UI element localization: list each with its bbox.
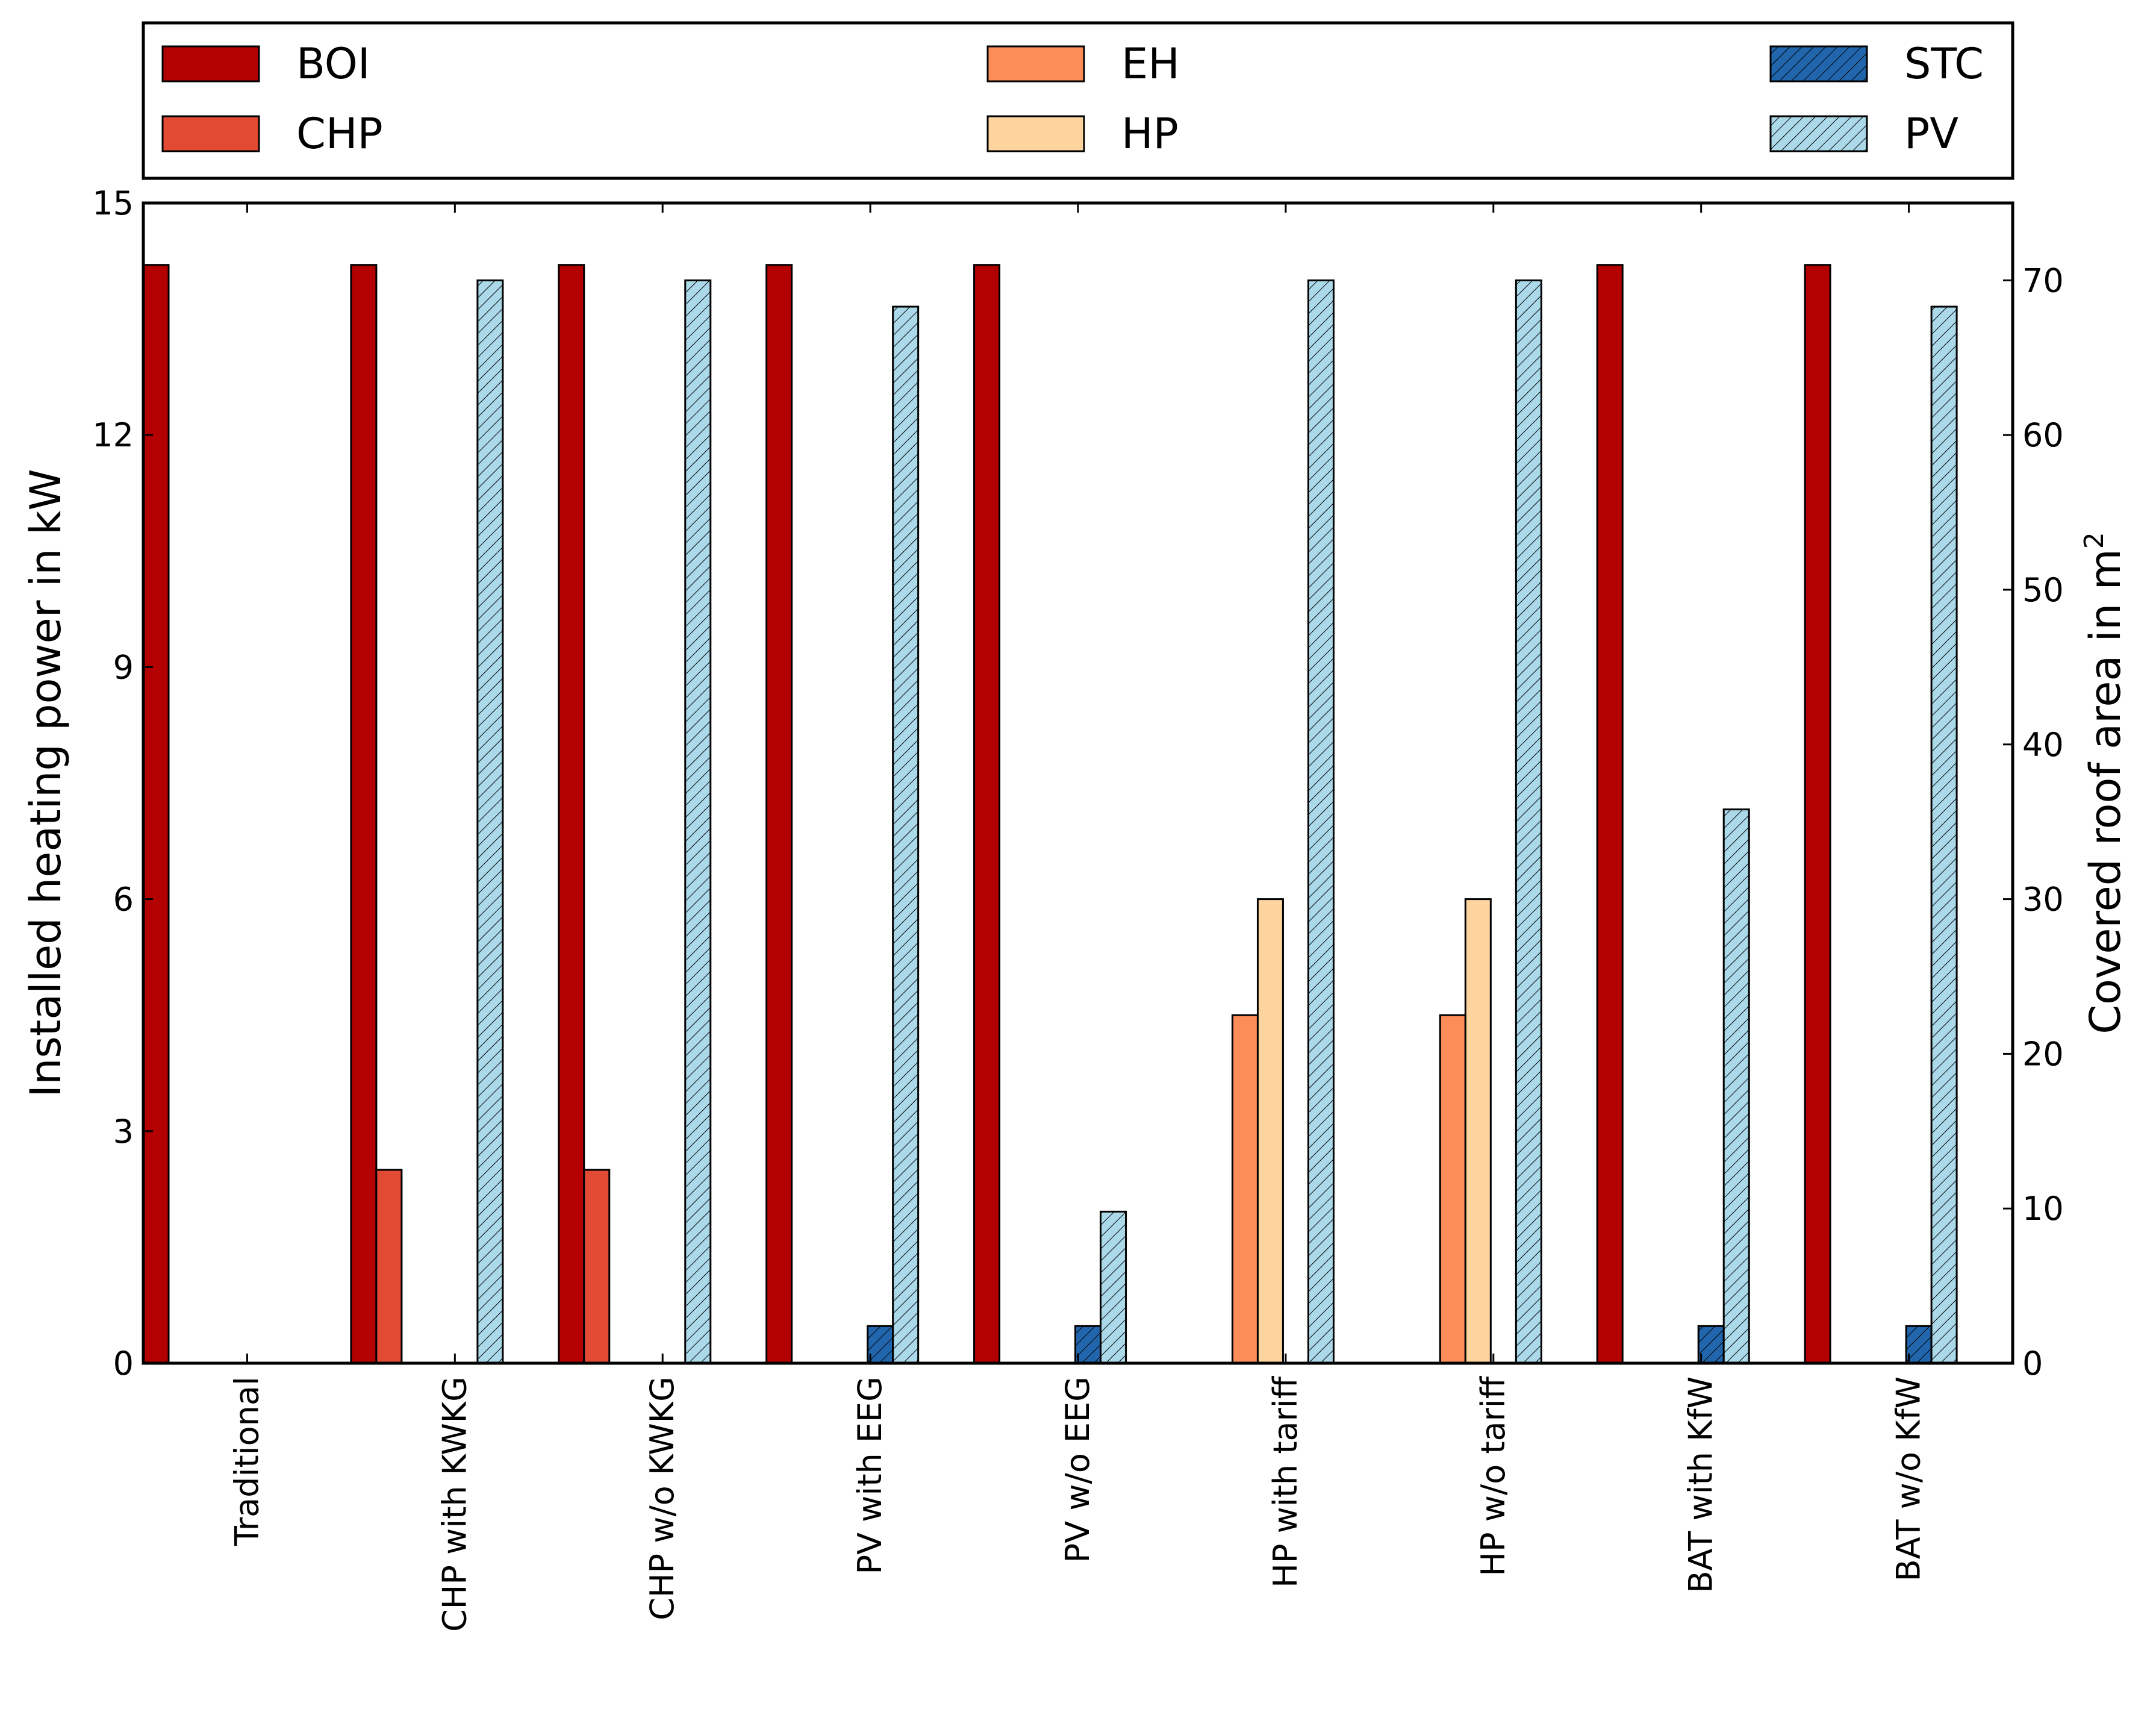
y-tick-label: 9 bbox=[113, 648, 134, 686]
y2-tick-label: 50 bbox=[2022, 571, 2064, 609]
x-category-label: HP w/o tariff bbox=[1474, 1375, 1512, 1576]
y2-tick-label: 70 bbox=[2022, 261, 2064, 299]
x-category-label: CHP with KWKG bbox=[435, 1376, 473, 1632]
legend-swatch-pv bbox=[1769, 115, 1868, 152]
bar-chp-chp-with-kwkg bbox=[375, 1169, 403, 1364]
bar-hp-hp-with-tariff bbox=[1256, 898, 1284, 1364]
legend-swatch-chp bbox=[161, 115, 260, 152]
bar-stc-pv-w-o-eeg bbox=[1074, 1325, 1102, 1364]
bar-boi-pv-with-eeg bbox=[765, 264, 793, 1364]
bar-pv-pv-w-o-eeg bbox=[1100, 1210, 1127, 1364]
bar-stc-pv-with-eeg bbox=[867, 1325, 894, 1364]
bar-stc-bat-with-kfw bbox=[1697, 1325, 1725, 1364]
bar-boi-bat-with-kfw bbox=[1596, 264, 1624, 1364]
x-category-label: BAT w/o KfW bbox=[1890, 1376, 1928, 1581]
legend: BOI CHP EH HP STC PV bbox=[142, 21, 2014, 180]
y-tick-label: 0 bbox=[113, 1345, 134, 1382]
bar-boi-pv-w-o-eeg bbox=[973, 264, 1001, 1364]
x-axis: Traditional CHP with KWKG CHP w/o KWKG PV w… bbox=[228, 203, 1928, 1632]
bar-boi-bat-w-o-kfw bbox=[1804, 264, 1831, 1364]
y2-axis-title: Covered roof area in m2 bbox=[2079, 532, 2130, 1034]
x-category-label: Traditional bbox=[228, 1376, 266, 1546]
x-category-label: PV with EEG bbox=[851, 1376, 889, 1574]
bar-boi-chp-with-kwkg bbox=[350, 264, 378, 1364]
plot-area: 0 3 6 9 12 15 0 10 20 30 40 50 60 70 Traditional CHP … bbox=[92, 184, 2063, 1632]
bar-pv-bat-with-kfw bbox=[1722, 808, 1750, 1364]
bar-chp-chp-w-o-kwkg bbox=[583, 1169, 611, 1364]
legend-label-chp: CHP bbox=[296, 109, 383, 158]
legend-label-boi: BOI bbox=[296, 39, 370, 89]
legend-swatch-boi bbox=[161, 45, 260, 83]
y2-tick-label: 40 bbox=[2022, 726, 2064, 764]
legend-label-pv: PV bbox=[1904, 109, 1958, 158]
bar-boi-chp-w-o-kwkg bbox=[558, 264, 585, 1364]
y2-axis-title-text: Covered roof area in m bbox=[2081, 549, 2130, 1034]
y2-tick-label: 20 bbox=[2022, 1035, 2064, 1073]
y-tick-label: 12 bbox=[92, 416, 134, 454]
y-tick-label: 3 bbox=[113, 1113, 134, 1151]
legend-swatch-hp bbox=[986, 115, 1085, 152]
legend-label-eh: EH bbox=[1121, 39, 1180, 89]
left-axis: 0 3 6 9 12 15 bbox=[92, 184, 153, 1382]
bar-pv-hp-w-o-tariff bbox=[1515, 279, 1542, 1364]
y2-tick-label: 30 bbox=[2022, 881, 2064, 919]
right-axis: 0 10 20 30 40 50 60 70 bbox=[2003, 261, 2064, 1382]
y2-axis-title-superscript: 2 bbox=[2079, 532, 2110, 549]
bar-eh-hp-with-tariff bbox=[1231, 1014, 1259, 1364]
legend-swatch-stc bbox=[1769, 45, 1868, 83]
y2-tick-label: 10 bbox=[2022, 1190, 2064, 1228]
legend-swatch-eh bbox=[986, 45, 1085, 83]
y2-tick-label: 0 bbox=[2022, 1345, 2043, 1382]
legend-label-hp: HP bbox=[1121, 109, 1179, 158]
x-category-label: CHP w/o KWKG bbox=[643, 1376, 681, 1620]
x-category-label: BAT with KfW bbox=[1682, 1376, 1720, 1593]
y-axis-title: Installed heating power in kW bbox=[21, 469, 70, 1097]
bar-eh-hp-w-o-tariff bbox=[1439, 1014, 1466, 1364]
bar-pv-bat-w-o-kfw bbox=[1930, 305, 1958, 1364]
bar-pv-pv-with-eeg bbox=[892, 305, 920, 1364]
plot-frame bbox=[143, 203, 2013, 1363]
bar-boi-traditional bbox=[142, 264, 170, 1364]
y2-tick-label: 60 bbox=[2022, 416, 2064, 454]
legend-label-stc: STC bbox=[1904, 39, 1984, 89]
bar-stc-bat-w-o-kfw bbox=[1905, 1325, 1933, 1364]
bar-pv-hp-with-tariff bbox=[1307, 279, 1335, 1364]
y-tick-label: 6 bbox=[113, 881, 134, 919]
bar-pv-chp-with-kwkg bbox=[476, 279, 504, 1364]
bar-pv-chp-w-o-kwkg bbox=[684, 279, 712, 1364]
bar-hp-hp-w-o-tariff bbox=[1464, 898, 1492, 1364]
x-category-label: HP with tariff bbox=[1266, 1375, 1304, 1588]
bars-group bbox=[142, 264, 1958, 1364]
y-tick-label: 15 bbox=[92, 184, 134, 222]
x-category-label: PV w/o EEG bbox=[1059, 1376, 1097, 1563]
